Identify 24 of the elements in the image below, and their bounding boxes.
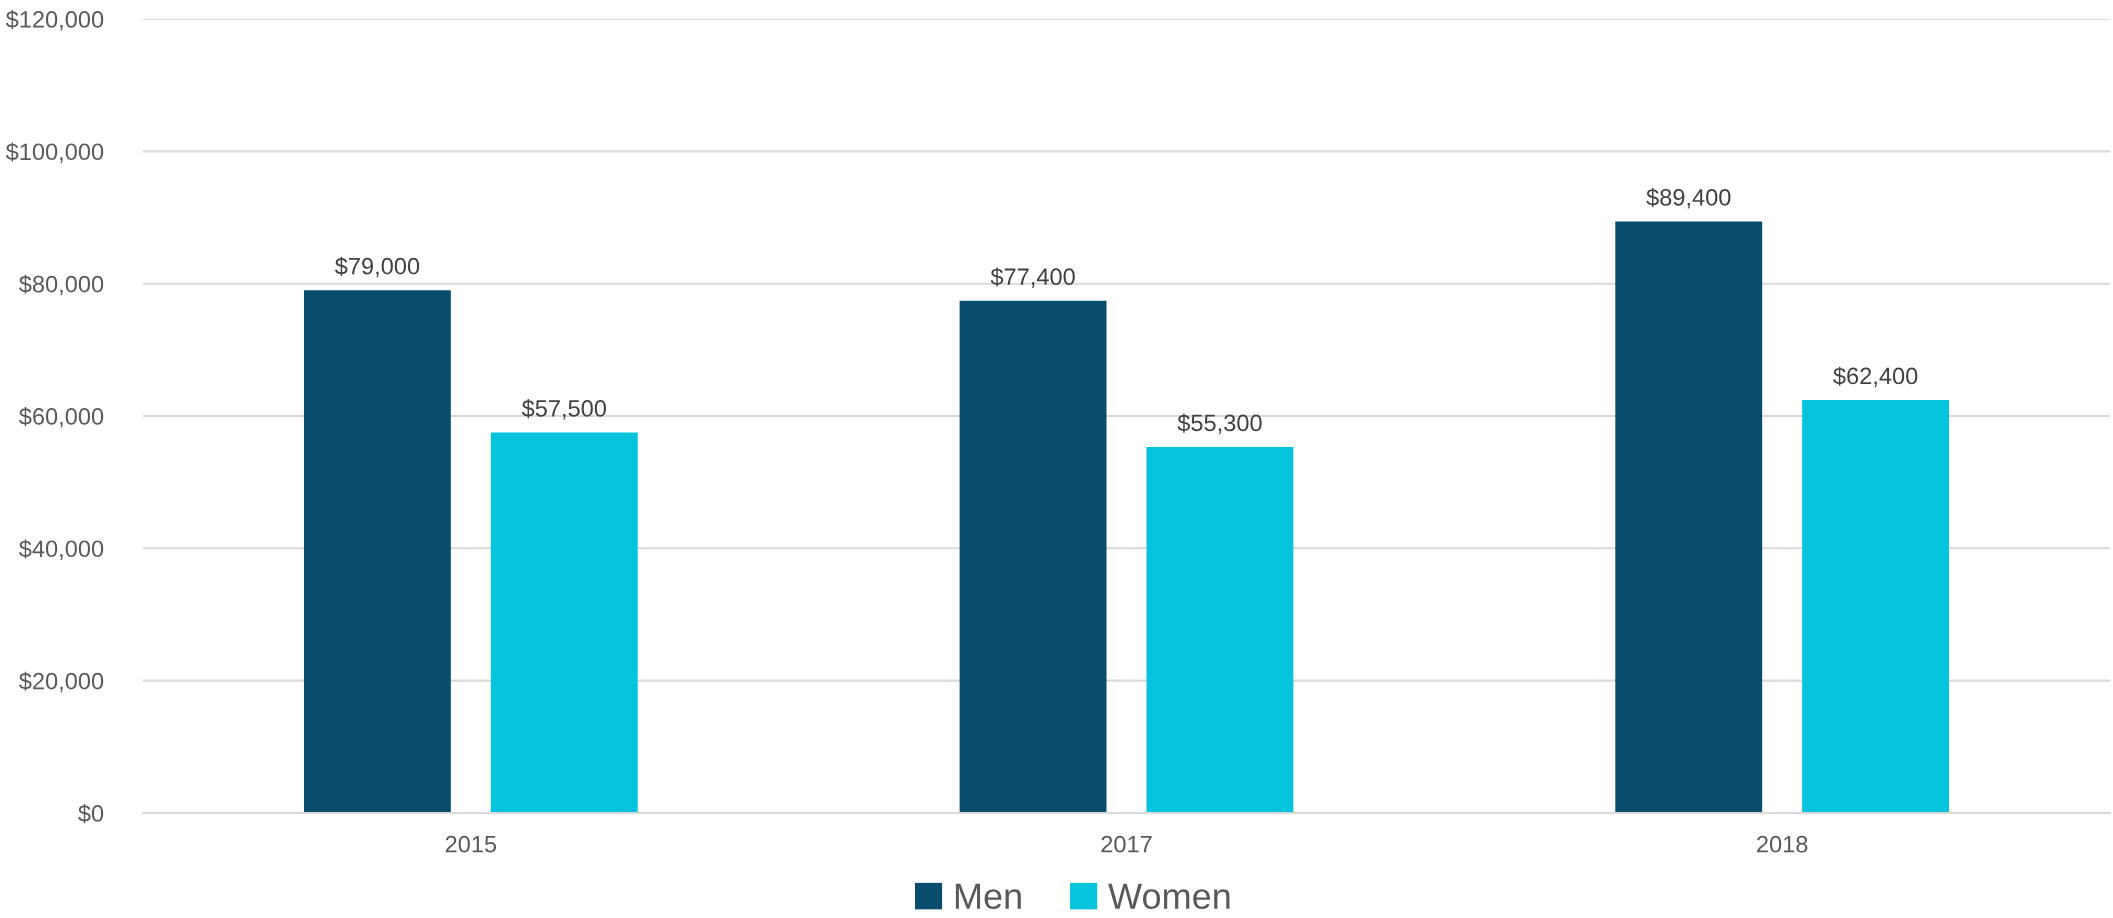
y-tick-label: $80,000: [19, 274, 104, 296]
data-label: $62,400: [1833, 366, 1918, 388]
data-label: $55,300: [1177, 413, 1262, 435]
y-tick-label: $100,000: [5, 142, 104, 163]
data-label: $79,000: [334, 256, 420, 278]
bar: [1146, 447, 1294, 813]
y-tick-label: $0: [78, 804, 104, 824]
data-label: $89,400: [1646, 187, 1731, 209]
data-label: $57,500: [521, 399, 607, 420]
y-tick-label: $60,000: [19, 407, 104, 428]
bar: [959, 300, 1107, 813]
legend-label: Men: [955, 883, 1021, 910]
y-tick-label: $40,000: [19, 539, 104, 560]
bar: [303, 290, 451, 813]
y-tick-label: $20,000: [19, 671, 104, 693]
x-tick-label: 2017: [1101, 835, 1152, 853]
bar: [490, 432, 638, 813]
legend-label: Women: [1108, 883, 1230, 910]
bar: [1615, 221, 1763, 813]
x-tick-label: 2018: [1757, 835, 1808, 853]
x-tick-label: 2015: [445, 835, 497, 853]
data-label: $77,400: [990, 267, 1075, 288]
bar: [1802, 400, 1950, 813]
y-tick-label: $120,000: [5, 10, 104, 31]
